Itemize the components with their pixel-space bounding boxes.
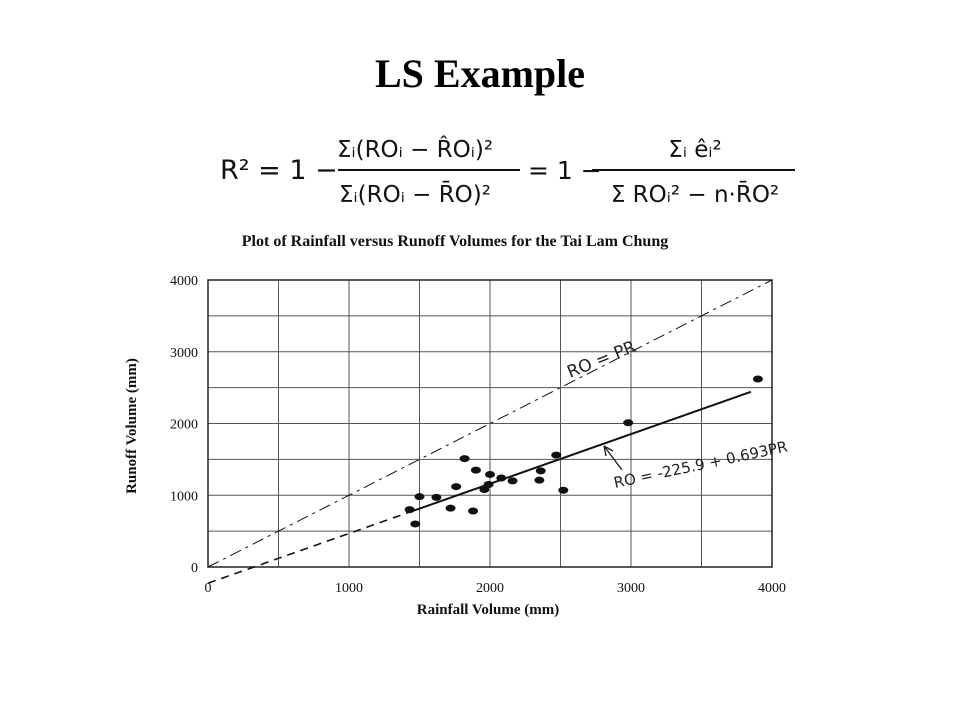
chart-lines [207,279,773,584]
x-tick-label: 1000 [335,581,363,596]
plot-frame [207,279,773,568]
x-tick-label: 4000 [758,581,786,596]
x-axis-ticks: 0 1000 2000 3000 4000 [205,581,787,596]
data-point [445,504,456,512]
data-point [535,467,546,475]
x-axis-label: Rainfall Volume (mm) [417,602,560,618]
regression-line [412,390,752,513]
data-point [485,470,495,478]
regression-extension-line [207,510,413,584]
data-point [534,476,545,484]
data-point [431,493,442,501]
x-tick-label: 3000 [617,581,645,596]
x-tick-label: 0 [205,581,212,596]
annotation-arrow [603,445,623,471]
data-point [468,507,479,515]
data-point [404,506,415,514]
data-point [623,419,634,427]
data-point [483,480,494,488]
line-ro-equals-pr [207,279,773,568]
y-tick-label: 0 [191,561,198,576]
annotation-ro-equals-pr: RO = PR [564,337,639,383]
data-point [451,483,462,491]
data-point [507,477,518,485]
y-axis-ticks: 0 1000 2000 3000 4000 [170,274,198,576]
data-point [410,520,421,528]
y-axis-label: Runoff Volume (mm) [124,358,140,494]
data-point [752,375,763,383]
data-point [558,486,569,494]
y-tick-label: 1000 [170,489,198,504]
formula-frac1-numerator: Σᵢ(ROᵢ − R̂Oᵢ)² [337,136,493,163]
rainfall-runoff-chart: Plot of Rainfall versus Runoff Volumes f… [124,233,789,618]
data-point [470,466,481,474]
data-point [459,455,470,463]
chart-title: Plot of Rainfall versus Runoff Volumes f… [242,233,668,250]
formula-frac2-numerator: Σᵢ êᵢ² [668,137,721,163]
formula-frac2-denominator: Σ ROᵢ² − n·R̄O² [611,180,779,208]
y-tick-label: 2000 [170,418,198,433]
chart-grid [207,279,773,568]
slide-title: LS Example [374,51,586,96]
chart-points [404,375,763,528]
data-point [414,493,425,501]
r-squared-formula: R² = 1 − Σᵢ(ROᵢ − R̂Oᵢ)² Σᵢ(ROᵢ − R̄O)² … [220,136,795,208]
x-tick-label: 2000 [476,581,504,596]
y-tick-label: 3000 [170,346,198,361]
annotation-regression-equation: RO = -225.9 + 0.693PR [612,437,789,491]
formula-lhs: R² = 1 − [220,155,338,186]
formula-middle: = 1 − [528,156,602,185]
y-tick-label: 4000 [170,274,198,289]
data-point [551,451,562,459]
formula-frac1-denominator: Σᵢ(ROᵢ − R̄O)² [339,180,491,208]
data-point [496,474,507,482]
